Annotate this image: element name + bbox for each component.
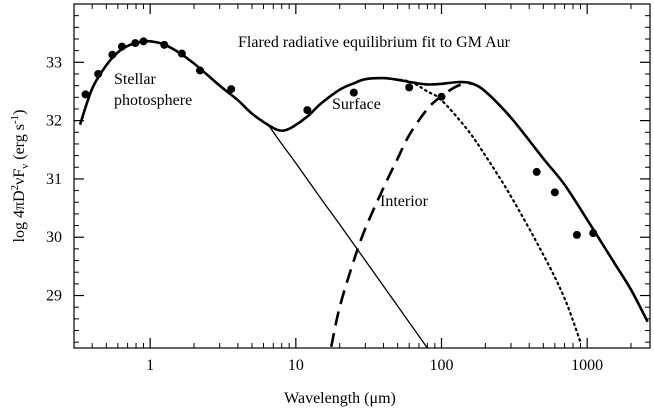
- y-tick-label: 30: [46, 229, 62, 246]
- observation-point: [550, 188, 559, 197]
- observation-point: [94, 69, 103, 78]
- series-line-surface: [382, 76, 582, 344]
- series-layer: [78, 39, 649, 349]
- observation-point: [177, 49, 186, 58]
- annotation-stellar-line2: photosphere: [114, 92, 192, 109]
- observation-point: [437, 92, 446, 101]
- observation-point: [81, 90, 90, 99]
- observation-point: [117, 42, 126, 51]
- y-axis-title-mid: νF: [11, 169, 28, 185]
- observation-point: [303, 106, 312, 115]
- y-axis-title-main: log 4πD: [11, 190, 28, 242]
- annotation-stellar-line1: Stellar: [114, 71, 156, 88]
- observation-point: [108, 50, 117, 59]
- annotation-interior: Interior: [380, 193, 429, 210]
- y-axis-title-sub: ν: [19, 164, 31, 169]
- x-tick-label: 100: [429, 357, 453, 374]
- plot-frame: [73, 3, 651, 349]
- observation-point: [131, 39, 140, 48]
- series-line-interior: [329, 82, 472, 348]
- x-tick-label: 1000: [571, 357, 603, 374]
- observation-point: [139, 37, 148, 46]
- y-tick-label: 29: [46, 288, 62, 305]
- y-tick-label: 33: [46, 54, 62, 71]
- y-axis-title-sup2: -1: [9, 115, 21, 124]
- axis-ticks: 1 10 100 1000 29 30 31 32 33: [46, 4, 650, 374]
- chart-title: Flared radiative equilibrium fit to GM A…: [238, 34, 511, 51]
- series-line-total: [78, 39, 649, 323]
- observation-point: [589, 229, 598, 238]
- y-axis-title-unit-close: ): [11, 110, 28, 115]
- observation-point: [349, 88, 358, 97]
- y-axis-title: log 4πD2νFν (erg s-1): [9, 110, 31, 243]
- x-tick-label: 10: [288, 357, 304, 374]
- x-tick-label: 1: [146, 357, 154, 374]
- series-line-stellar-photosphere: [268, 124, 428, 349]
- observation-point: [572, 230, 581, 239]
- observations-layer: [81, 37, 598, 239]
- observation-point: [196, 66, 205, 75]
- annotation-surface: Surface: [332, 96, 381, 113]
- x-axis-title: Wavelength (μm): [284, 390, 396, 407]
- observation-point: [160, 40, 169, 49]
- observation-point: [532, 167, 541, 176]
- observation-point: [227, 85, 236, 94]
- y-axis-title-sup1: 2: [9, 185, 21, 191]
- y-axis-title-unit-open: (erg s: [11, 124, 28, 164]
- observation-point: [405, 83, 414, 92]
- y-tick-label: 32: [46, 113, 62, 130]
- y-tick-label: 31: [46, 171, 62, 188]
